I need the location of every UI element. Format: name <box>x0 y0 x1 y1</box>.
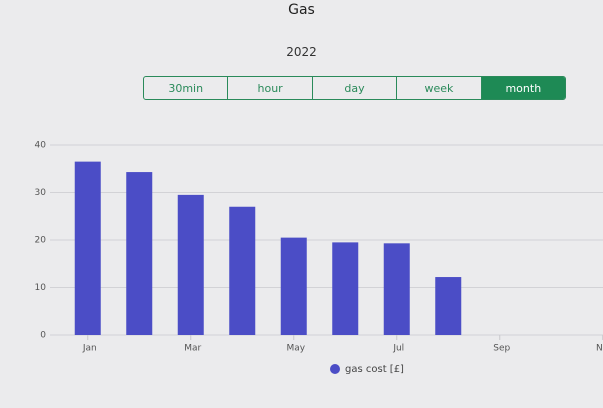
page-subtitle: 2022 <box>286 45 317 59</box>
y-tick-label: 20 <box>35 236 47 246</box>
bar <box>435 277 462 335</box>
tab-button[interactable]: 30min <box>144 77 229 99</box>
page-title: Gas <box>288 2 315 18</box>
y-tick-label: 30 <box>35 188 47 198</box>
y-tick-label: 40 <box>35 141 47 151</box>
bar <box>126 172 153 335</box>
bar <box>280 237 307 335</box>
x-tick-label: May <box>286 344 305 354</box>
tab-button[interactable]: week <box>397 77 482 99</box>
bar <box>74 161 101 335</box>
bar <box>177 194 204 335</box>
tab-button[interactable]: hour <box>228 77 313 99</box>
legend-marker[interactable] <box>330 364 340 374</box>
x-tick-label: Sep <box>493 344 510 354</box>
x-tick-label: Jan <box>82 344 97 354</box>
bar <box>383 243 410 335</box>
x-tick-label: Nov <box>596 344 603 354</box>
legend-label[interactable]: gas cost [£] <box>345 364 404 375</box>
y-tick-label: 0 <box>40 331 46 341</box>
y-tick-label: 10 <box>35 283 47 293</box>
x-tick-label: Mar <box>184 344 201 354</box>
tab-button[interactable]: day <box>313 77 398 99</box>
x-tick-label: Jul <box>392 344 404 354</box>
bar <box>229 206 256 335</box>
tab-bar: 30min hour day week month <box>143 76 566 100</box>
bar <box>332 242 359 335</box>
tab-button[interactable]: month <box>481 77 565 99</box>
